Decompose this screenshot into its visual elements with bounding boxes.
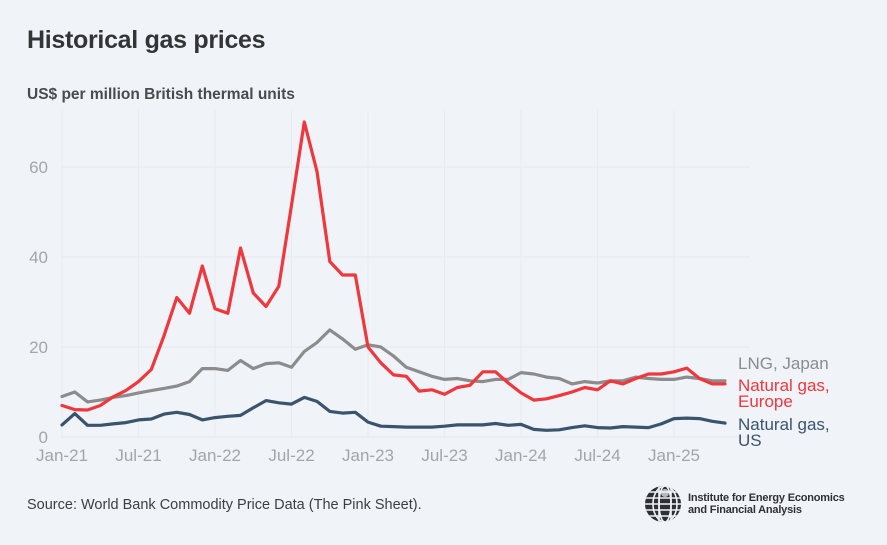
logo-line-1: Institute for Energy Economics — [688, 492, 845, 504]
x-axis-ticks: Jan-21 Jul-21 Jan-22 Jul-22 Jan-23 Jul-23 Jan-… — [36, 446, 700, 465]
chart-title: Historical gas prices — [27, 26, 266, 54]
series-label: Natural gas, — [738, 415, 830, 434]
logo-line-2: and Financial Analysis — [688, 504, 802, 516]
series-label: LNG, Japan — [738, 354, 829, 373]
series-label: Natural gas, — [738, 376, 830, 395]
y-tick-label: 40 — [29, 248, 48, 267]
y-tick-label: 60 — [29, 158, 48, 177]
series-label: US — [738, 431, 762, 450]
x-tick-label: Jul-24 — [574, 446, 620, 465]
series-lines — [60, 120, 727, 432]
x-tick-label: Jan-22 — [189, 446, 241, 465]
y-tick-label: 20 — [29, 338, 48, 357]
y-axis-ticks: 0 20 40 60 — [29, 158, 48, 447]
series-line-natural-gas-us — [60, 395, 727, 432]
x-tick-label: Jan-23 — [342, 446, 394, 465]
x-tick-label: Jul-22 — [268, 446, 314, 465]
globe-icon — [645, 486, 681, 522]
gridlines — [61, 110, 750, 438]
x-tick-label: Jan-25 — [648, 446, 700, 465]
series-label: Europe — [738, 392, 793, 411]
x-tick-label: Jan-21 — [36, 446, 88, 465]
series-line-natural-gas-europe — [60, 120, 727, 412]
y-tick-label: 0 — [39, 428, 48, 447]
x-tick-label: Jul-23 — [421, 446, 467, 465]
chart-subtitle: US$ per million British thermal units — [27, 86, 295, 103]
ieefa-logo: Institute for Energy Economics and Finan… — [643, 484, 845, 524]
x-tick-label: Jul-21 — [115, 446, 161, 465]
x-tick-label: Jan-24 — [495, 446, 547, 465]
source-note: Source: World Bank Commodity Price Data … — [27, 497, 422, 513]
